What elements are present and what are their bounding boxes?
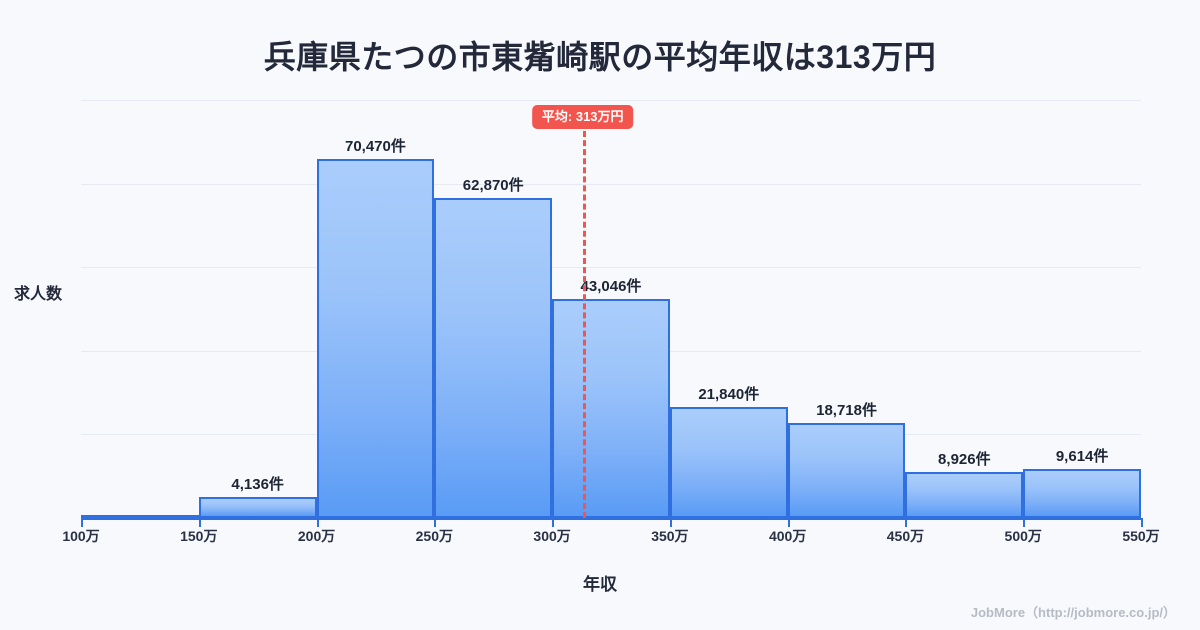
x-tick-mark bbox=[787, 518, 790, 527]
x-tick-label: 400万 bbox=[768, 528, 807, 544]
x-axis-line bbox=[81, 518, 1141, 520]
x-tick-label: 350万 bbox=[651, 528, 689, 544]
x-tick-mark bbox=[905, 518, 908, 527]
bar[interactable] bbox=[198, 496, 317, 518]
x-tick-label: 100万 bbox=[62, 528, 100, 544]
x-tick-mark bbox=[1141, 518, 1143, 527]
bar-value-label: 43,046件 bbox=[580, 277, 642, 295]
average-badge: 平均: 313万円 bbox=[531, 105, 634, 129]
x-tick-label: 200万 bbox=[297, 528, 336, 544]
gridline bbox=[81, 267, 1141, 269]
bar-value-label: 9,614件 bbox=[1055, 447, 1109, 465]
x-tick-label: 450万 bbox=[886, 528, 925, 544]
footer-credit: JobMore（http://jobmore.co.jp/） bbox=[970, 605, 1176, 620]
average-line bbox=[582, 131, 586, 518]
bar-value-label: 18,718件 bbox=[816, 401, 877, 419]
x-tick-mark bbox=[81, 518, 83, 527]
bar[interactable] bbox=[787, 422, 906, 518]
x-tick-mark bbox=[552, 518, 555, 527]
x-tick-label: 250万 bbox=[415, 528, 454, 544]
bar[interactable] bbox=[1023, 468, 1141, 518]
gridline bbox=[81, 100, 1141, 101]
y-axis-title: 求人数 bbox=[14, 286, 63, 303]
x-tick-label: 300万 bbox=[533, 528, 571, 544]
x-tick-label: 550万 bbox=[1122, 528, 1160, 544]
gridline bbox=[81, 183, 1141, 185]
bar[interactable] bbox=[434, 197, 553, 518]
bar[interactable] bbox=[905, 472, 1024, 518]
bar-value-label: 70,470件 bbox=[344, 137, 406, 155]
chart-title: 兵庫県たつの市東觜崎駅の平均年収は313万円 bbox=[263, 39, 937, 75]
x-tick-mark bbox=[198, 518, 201, 527]
bar[interactable] bbox=[669, 406, 788, 518]
bar-value-label: 21,840件 bbox=[698, 385, 760, 403]
x-tick-label: 150万 bbox=[180, 528, 218, 544]
x-tick-mark bbox=[434, 518, 437, 527]
x-tick-label: 500万 bbox=[1004, 528, 1042, 544]
x-tick-mark bbox=[1023, 518, 1026, 527]
bar[interactable] bbox=[316, 158, 435, 518]
bar-value-label: 4,136件 bbox=[231, 475, 284, 493]
x-tick-mark bbox=[316, 518, 319, 527]
bar[interactable] bbox=[552, 298, 670, 518]
x-axis-title: 年収 bbox=[583, 575, 617, 594]
x-tick-mark bbox=[669, 518, 672, 527]
bar-value-label: 62,870件 bbox=[462, 176, 524, 194]
bar-value-label: 8,926件 bbox=[938, 451, 991, 469]
